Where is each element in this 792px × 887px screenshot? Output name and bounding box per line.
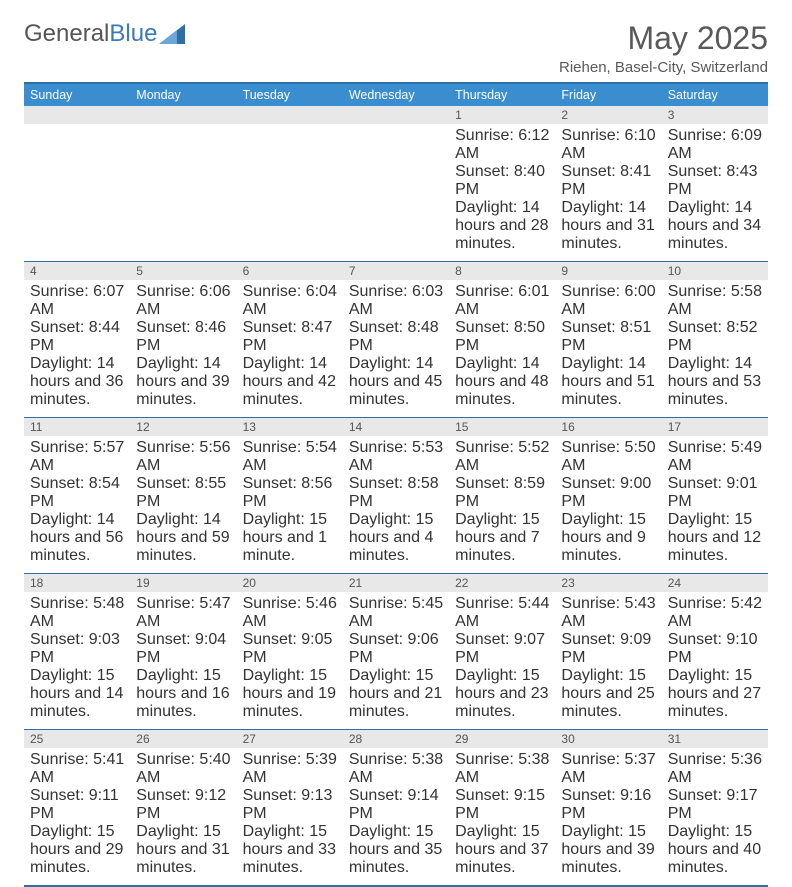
day-cell: Sunrise: 6:04 AM Sunset: 8:47 PM Dayligh… xyxy=(237,280,343,418)
day-number: 9 xyxy=(555,262,661,280)
day-cell: Sunrise: 5:48 AM Sunset: 9:03 PM Dayligh… xyxy=(24,592,130,730)
day-number xyxy=(237,106,343,124)
day-number: 22 xyxy=(449,574,555,592)
day-cell: Sunrise: 5:41 AM Sunset: 9:11 PM Dayligh… xyxy=(24,748,130,886)
day-cell: Sunrise: 5:58 AM Sunset: 8:52 PM Dayligh… xyxy=(662,280,768,418)
day-cell xyxy=(24,124,130,262)
col-thursday: Thursday xyxy=(449,83,555,106)
day-cell: Sunrise: 5:36 AM Sunset: 9:17 PM Dayligh… xyxy=(662,748,768,886)
day-cell: Sunrise: 5:38 AM Sunset: 9:15 PM Dayligh… xyxy=(449,748,555,886)
day-cell: Sunrise: 5:50 AM Sunset: 9:00 PM Dayligh… xyxy=(555,436,661,574)
day-cell: Sunrise: 6:01 AM Sunset: 8:50 PM Dayligh… xyxy=(449,280,555,418)
day-data-row: Sunrise: 6:12 AM Sunset: 8:40 PM Dayligh… xyxy=(24,124,768,262)
day-number: 29 xyxy=(449,730,555,748)
location: Riehen, Basel-City, Switzerland xyxy=(559,59,768,76)
day-number: 19 xyxy=(130,574,236,592)
day-number: 25 xyxy=(24,730,130,748)
day-number: 16 xyxy=(555,418,661,436)
day-data-row: Sunrise: 6:07 AM Sunset: 8:44 PM Dayligh… xyxy=(24,280,768,418)
day-number: 17 xyxy=(662,418,768,436)
day-number: 31 xyxy=(662,730,768,748)
day-data-row: Sunrise: 5:48 AM Sunset: 9:03 PM Dayligh… xyxy=(24,592,768,730)
day-number: 7 xyxy=(343,262,449,280)
day-cell: Sunrise: 5:40 AM Sunset: 9:12 PM Dayligh… xyxy=(130,748,236,886)
day-cell: Sunrise: 5:46 AM Sunset: 9:05 PM Dayligh… xyxy=(237,592,343,730)
day-cell: Sunrise: 6:03 AM Sunset: 8:48 PM Dayligh… xyxy=(343,280,449,418)
day-cell: Sunrise: 5:57 AM Sunset: 8:54 PM Dayligh… xyxy=(24,436,130,574)
day-number: 12 xyxy=(130,418,236,436)
daynum-row: 45678910 xyxy=(24,262,768,280)
month-title: May 2025 xyxy=(559,20,768,57)
day-number: 13 xyxy=(237,418,343,436)
day-number: 6 xyxy=(237,262,343,280)
day-cell xyxy=(130,124,236,262)
day-number: 21 xyxy=(343,574,449,592)
col-wednesday: Wednesday xyxy=(343,83,449,106)
day-number: 2 xyxy=(555,106,661,124)
day-number: 11 xyxy=(24,418,130,436)
day-number: 26 xyxy=(130,730,236,748)
day-number: 30 xyxy=(555,730,661,748)
day-cell: Sunrise: 5:44 AM Sunset: 9:07 PM Dayligh… xyxy=(449,592,555,730)
col-saturday: Saturday xyxy=(662,83,768,106)
day-number xyxy=(130,106,236,124)
day-number: 5 xyxy=(130,262,236,280)
day-cell: Sunrise: 6:09 AM Sunset: 8:43 PM Dayligh… xyxy=(662,124,768,262)
day-cell: Sunrise: 6:12 AM Sunset: 8:40 PM Dayligh… xyxy=(449,124,555,262)
day-cell: Sunrise: 5:45 AM Sunset: 9:06 PM Dayligh… xyxy=(343,592,449,730)
day-number xyxy=(24,106,130,124)
calendar-header-row: Sunday Monday Tuesday Wednesday Thursday… xyxy=(24,83,768,106)
daynum-row: 18192021222324 xyxy=(24,574,768,592)
day-cell: Sunrise: 5:37 AM Sunset: 9:16 PM Dayligh… xyxy=(555,748,661,886)
day-cell xyxy=(237,124,343,262)
day-cell: Sunrise: 6:10 AM Sunset: 8:41 PM Dayligh… xyxy=(555,124,661,262)
day-number: 3 xyxy=(662,106,768,124)
day-cell xyxy=(343,124,449,262)
day-number: 20 xyxy=(237,574,343,592)
col-monday: Monday xyxy=(130,83,236,106)
day-number: 10 xyxy=(662,262,768,280)
col-sunday: Sunday xyxy=(24,83,130,106)
day-cell: Sunrise: 6:00 AM Sunset: 8:51 PM Dayligh… xyxy=(555,280,661,418)
day-cell: Sunrise: 5:54 AM Sunset: 8:56 PM Dayligh… xyxy=(237,436,343,574)
day-cell: Sunrise: 5:53 AM Sunset: 8:58 PM Dayligh… xyxy=(343,436,449,574)
logo-triangle-icon xyxy=(159,24,185,44)
day-cell: Sunrise: 5:43 AM Sunset: 9:09 PM Dayligh… xyxy=(555,592,661,730)
col-friday: Friday xyxy=(555,83,661,106)
day-number: 18 xyxy=(24,574,130,592)
daynum-row: 25262728293031 xyxy=(24,730,768,748)
day-cell: Sunrise: 5:49 AM Sunset: 9:01 PM Dayligh… xyxy=(662,436,768,574)
day-number: 24 xyxy=(662,574,768,592)
day-cell: Sunrise: 5:56 AM Sunset: 8:55 PM Dayligh… xyxy=(130,436,236,574)
day-data-row: Sunrise: 5:57 AM Sunset: 8:54 PM Dayligh… xyxy=(24,436,768,574)
day-data-row: Sunrise: 5:41 AM Sunset: 9:11 PM Dayligh… xyxy=(24,748,768,886)
calendar-table: Sunday Monday Tuesday Wednesday Thursday… xyxy=(24,82,768,887)
day-number: 15 xyxy=(449,418,555,436)
day-number: 8 xyxy=(449,262,555,280)
header: GeneralBlue May 2025 Riehen, Basel-City,… xyxy=(24,20,768,76)
day-number: 14 xyxy=(343,418,449,436)
daynum-row: 123 xyxy=(24,106,768,124)
day-number: 28 xyxy=(343,730,449,748)
title-area: May 2025 Riehen, Basel-City, Switzerland xyxy=(559,20,768,76)
day-cell: Sunrise: 5:38 AM Sunset: 9:14 PM Dayligh… xyxy=(343,748,449,886)
logo: GeneralBlue xyxy=(24,20,185,48)
day-cell: Sunrise: 6:07 AM Sunset: 8:44 PM Dayligh… xyxy=(24,280,130,418)
day-cell: Sunrise: 5:47 AM Sunset: 9:04 PM Dayligh… xyxy=(130,592,236,730)
day-cell: Sunrise: 5:39 AM Sunset: 9:13 PM Dayligh… xyxy=(237,748,343,886)
day-number: 27 xyxy=(237,730,343,748)
day-number: 23 xyxy=(555,574,661,592)
day-number xyxy=(343,106,449,124)
day-number: 1 xyxy=(449,106,555,124)
calendar-body: 123Sunrise: 6:12 AM Sunset: 8:40 PM Dayl… xyxy=(24,106,768,886)
logo-text-2: Blue xyxy=(109,20,157,48)
logo-text-1: General xyxy=(24,20,109,48)
col-tuesday: Tuesday xyxy=(237,83,343,106)
day-cell: Sunrise: 6:06 AM Sunset: 8:46 PM Dayligh… xyxy=(130,280,236,418)
day-cell: Sunrise: 5:52 AM Sunset: 8:59 PM Dayligh… xyxy=(449,436,555,574)
daynum-row: 11121314151617 xyxy=(24,418,768,436)
day-number: 4 xyxy=(24,262,130,280)
day-cell: Sunrise: 5:42 AM Sunset: 9:10 PM Dayligh… xyxy=(662,592,768,730)
